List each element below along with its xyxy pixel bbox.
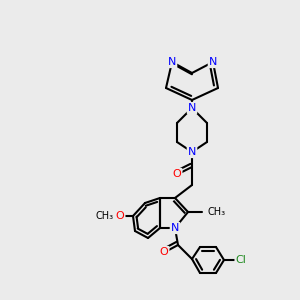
Text: CH₃: CH₃ xyxy=(207,207,225,217)
Text: N: N xyxy=(209,57,217,67)
Text: CH₃: CH₃ xyxy=(96,211,114,221)
Text: N: N xyxy=(188,103,196,113)
Text: O: O xyxy=(160,247,168,257)
Text: N: N xyxy=(171,223,179,233)
Text: N: N xyxy=(188,147,196,157)
Text: N: N xyxy=(168,57,176,67)
Text: O: O xyxy=(116,211,124,221)
Text: Cl: Cl xyxy=(236,255,246,265)
Text: O: O xyxy=(172,169,182,179)
